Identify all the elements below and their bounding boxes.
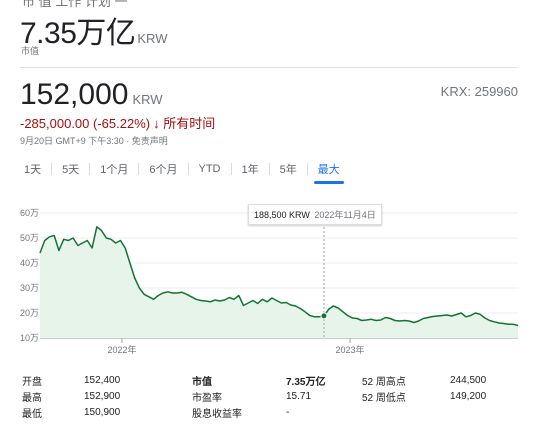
chart-tooltip: 188,500 KRW 2022年11月4日 — [248, 204, 382, 225]
price-change-value: -285,000.00 (-65.22%) — [20, 116, 151, 131]
high-value: 152,900 — [84, 390, 121, 402]
tab-1y[interactable]: 1年 — [241, 164, 259, 176]
x-tick-label: 2023年 — [335, 344, 364, 355]
mcap-label: 市值 — [192, 376, 212, 388]
high-label: 最高 — [22, 392, 42, 404]
tab-5d[interactable]: 5天 — [62, 164, 80, 176]
y-tick-label: 20万 — [20, 308, 39, 318]
pe-value: 15.71 — [286, 390, 312, 402]
tab-separator — [268, 163, 270, 175]
tab-ytd[interactable]: YTD — [198, 163, 221, 175]
open-label: 开盘 — [22, 376, 42, 388]
dividend-value: - — [286, 406, 290, 418]
ticker-symbol[interactable]: KRX: 259960 — [440, 84, 518, 99]
range-tabs: 1天 5天 1个月 6个月 YTD 1年 5年 最大 — [20, 161, 350, 184]
high52-label: 52 周高点 — [362, 376, 406, 388]
low52-label: 52 周低点 — [362, 392, 406, 404]
stats-row: 最低 150,900 股息收益率 - — [22, 404, 530, 420]
market-cap-label: 市值 — [21, 46, 40, 56]
x-tick-label: 2022年 — [107, 344, 136, 355]
key-stats-table: 开盘 152,400 市值 7.35万亿 52 周高点 244,500 最高 1… — [22, 372, 530, 420]
tooltip-date: 2022年11月4日 — [314, 210, 376, 220]
y-tick-label: 30万 — [20, 283, 39, 293]
tab-max[interactable]: 最大 — [308, 161, 350, 184]
cut-off-header-text: 市 值 工作 计划 一 — [22, 0, 128, 9]
tab-separator — [187, 163, 189, 175]
price-change: -285,000.00 (-65.22%) ↓ 所有时间 — [20, 113, 215, 132]
y-tick-label: 50万 — [20, 233, 39, 243]
series-line — [39, 226, 519, 327]
y-tick-label: 40万 — [20, 258, 39, 268]
tab-separator — [138, 163, 140, 175]
tab-1d[interactable]: 1天 — [24, 164, 42, 176]
low-value: 150,900 — [84, 406, 121, 418]
timestamp-disclaimer[interactable]: 9月20日 GMT+9 下午3:30 · 免责声明 — [20, 136, 168, 146]
high52-value: 244,500 — [450, 374, 487, 386]
highlight-point — [320, 312, 328, 320]
tab-separator — [230, 163, 232, 175]
mcap-value: 7.35万亿 — [286, 376, 326, 388]
y-tick-label: 10万 — [20, 333, 39, 343]
tab-separator — [51, 163, 53, 175]
stats-row: 最高 152,900 市盈率 15.71 52 周低点 149,200 — [22, 388, 530, 404]
stats-row: 开盘 152,400 市值 7.35万亿 52 周高点 244,500 — [22, 372, 530, 388]
market-cap-headline: 7.35万亿 KRW — [20, 8, 168, 52]
series-area — [40, 226, 518, 338]
tab-5y[interactable]: 5年 — [279, 164, 297, 176]
change-period: 所有时间 — [163, 116, 216, 131]
tab-separator — [306, 163, 308, 175]
tab-6m[interactable]: 6个月 — [149, 164, 178, 176]
low52-value: 149,200 — [450, 390, 487, 402]
dividend-label: 股息收益率 — [192, 408, 242, 420]
price-value: 152,000 — [20, 78, 129, 111]
tab-1m[interactable]: 1个月 — [100, 164, 129, 176]
price-currency: KRW — [132, 92, 163, 107]
pe-label: 市盈率 — [192, 392, 222, 404]
price-headline: 152,000 KRW — [20, 78, 163, 112]
tab-separator — [89, 163, 91, 175]
arrow-down-icon: ↓ — [153, 116, 160, 131]
y-tick-label: 60万 — [20, 208, 39, 218]
low-label: 最低 — [22, 408, 42, 420]
market-cap-value: 7.35万亿 — [20, 17, 136, 50]
open-value: 152,400 — [84, 374, 121, 386]
market-cap-currency: KRW — [137, 31, 168, 46]
divider — [20, 67, 518, 68]
tooltip-price: 188,500 KRW — [254, 210, 310, 220]
price-chart[interactable]: 60万 50万 40万 30万 20万 10万 2022年 2023年 — [0, 195, 540, 365]
